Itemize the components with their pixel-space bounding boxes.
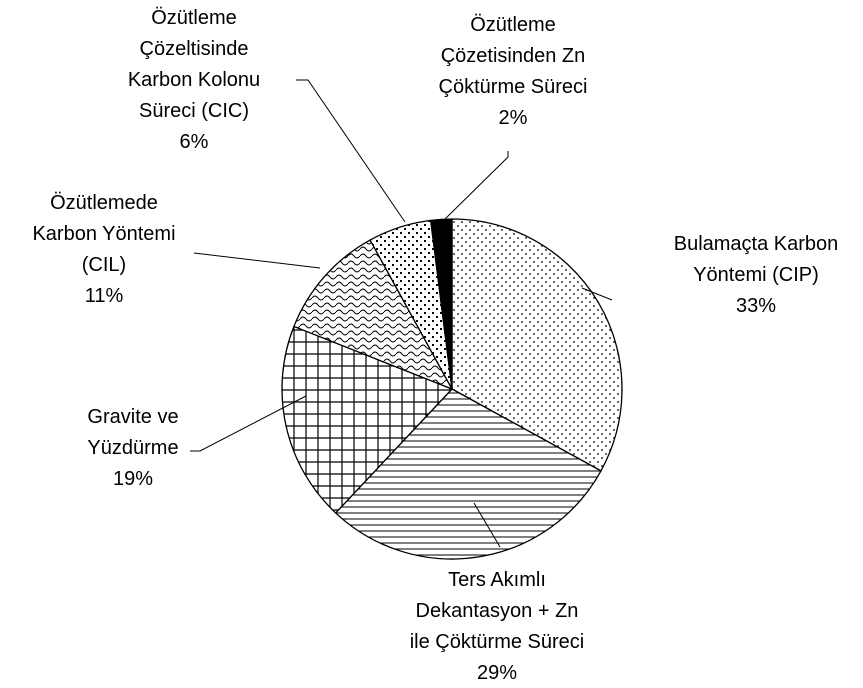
slice-label: Ters Akımlı Dekantasyon + Zn ile Çöktürm… (409, 569, 585, 653)
slice-label: Özütleme Çözeltisinde Karbon Kolonu Süre… (127, 7, 261, 122)
leader-line (581, 287, 613, 301)
slice-percent: 2% (498, 107, 528, 129)
slice-label: Özütleme Çözetisinden Zn Çöktürme Süreci (438, 14, 588, 98)
slice-label: Özütlemede Karbon Yöntemi (CIL) (32, 192, 176, 276)
leader-line (193, 252, 321, 269)
leader-line (190, 395, 307, 452)
pie-slice (429, 218, 453, 390)
pie-slice (281, 325, 454, 514)
leader-line (296, 79, 406, 223)
slice-percent: 33% (735, 295, 777, 317)
slice-percent: 6% (179, 131, 209, 153)
slice-percent: 19% (112, 468, 154, 490)
leader-line (441, 151, 509, 223)
slice-label: Gravite ve Yüzdürme (87, 406, 179, 459)
pie-slice (293, 239, 454, 391)
pie-slice (334, 388, 602, 560)
pie-slice (451, 218, 623, 472)
slice-percent: 29% (476, 662, 518, 684)
slice-percent: 11% (84, 285, 124, 307)
leader-line (473, 502, 501, 548)
slice-label: Bulamaçta Karbon Yöntemi (CIP) (673, 233, 839, 286)
